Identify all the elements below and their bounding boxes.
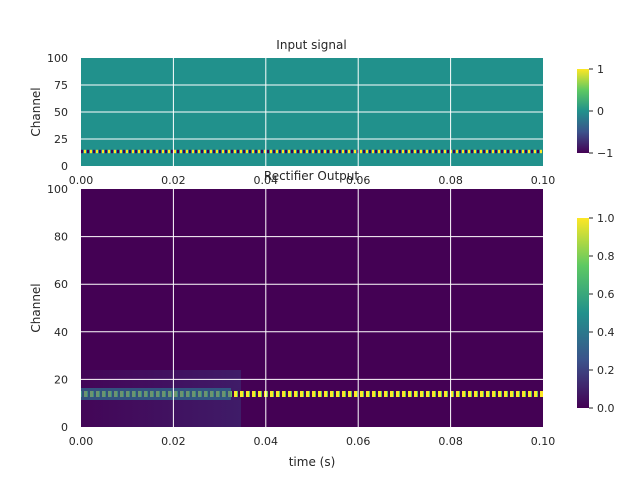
rectifier-ylabel: Channel: [29, 283, 43, 332]
y-tick-label: 80: [54, 231, 68, 244]
rectifier-title: Rectifier Output: [264, 169, 359, 183]
rectifier-y-ticks: 0 20 40 60 80 100: [47, 183, 68, 434]
y-tick-label: 100: [47, 183, 68, 196]
rectifier-output-panel: 0 20 40 60 80 100 0.00 0.02 0.04 0.06 0.08 0.10 Ch…: [29, 183, 615, 469]
input-signal-panel: Input signal 0 25 50 75 100 0.00 0.02 0.04 0.06…: [29, 38, 613, 187]
x-tick-label: 0.04: [254, 174, 279, 187]
input-signal-title: Input signal: [276, 38, 346, 52]
y-tick-label: 40: [54, 326, 68, 339]
colorbar-tick-label: 0.6: [597, 288, 615, 301]
input-signal-ylabel: Channel: [29, 87, 43, 136]
x-tick-label: 0.10: [531, 174, 556, 187]
input-signal-band: [81, 149, 543, 154]
colorbar-tick-label: 0.8: [597, 250, 615, 263]
x-tick-label: 0.02: [161, 174, 186, 187]
x-tick-label: 0.00: [69, 174, 94, 187]
colorbar-tick-label: 0.4: [597, 326, 615, 339]
rectifier-colorbar: [577, 218, 589, 408]
rectifier-band: [81, 391, 543, 397]
x-tick-label: 0.06: [346, 174, 371, 187]
x-tick-label: 0.00: [69, 435, 94, 448]
rectifier-band-onset: [81, 388, 231, 400]
input-signal-grid: [81, 58, 543, 166]
x-tick-label: 0.10: [531, 435, 556, 448]
colorbar-tick-label: 1: [597, 63, 604, 76]
rectifier-grid: [81, 189, 543, 427]
x-tick-label: 0.04: [254, 435, 279, 448]
x-tick-label: 0.02: [161, 435, 186, 448]
y-tick-label: 60: [54, 278, 68, 291]
colorbar-tick-label: 0: [597, 105, 604, 118]
y-tick-label: 100: [47, 52, 68, 65]
x-tick-label: 0.06: [346, 435, 371, 448]
y-tick-label: 75: [54, 79, 68, 92]
input-signal-y-ticks: 0 25 50 75 100: [47, 52, 68, 173]
rectifier-x-ticks: 0.00 0.02 0.04 0.06 0.08 0.10: [69, 435, 556, 448]
rectifier-xlabel: time (s): [289, 455, 336, 469]
colorbar-tick-label: −1: [597, 147, 613, 160]
colorbar-tick-label: 1.0: [597, 212, 615, 225]
x-tick-label: 0.08: [438, 435, 463, 448]
input-signal-colorbar-ticks: 1 0 −1: [589, 63, 613, 160]
input-signal-colorbar: [577, 69, 589, 153]
colorbar-tick-label: 0.2: [597, 364, 615, 377]
x-tick-label: 0.08: [438, 174, 463, 187]
colorbar-tick-label: 0.0: [597, 402, 615, 415]
y-tick-label: 20: [54, 373, 68, 386]
rectifier-colorbar-ticks: 1.0 0.8 0.6 0.4 0.2 0.0: [589, 212, 615, 415]
y-tick-label: 0: [61, 160, 68, 173]
y-tick-label: 0: [61, 421, 68, 434]
y-tick-label: 25: [54, 133, 68, 146]
y-tick-label: 50: [54, 106, 68, 119]
input-signal-x-ticks: 0.00 0.02 0.04 0.06 0.08 0.10: [69, 174, 556, 187]
